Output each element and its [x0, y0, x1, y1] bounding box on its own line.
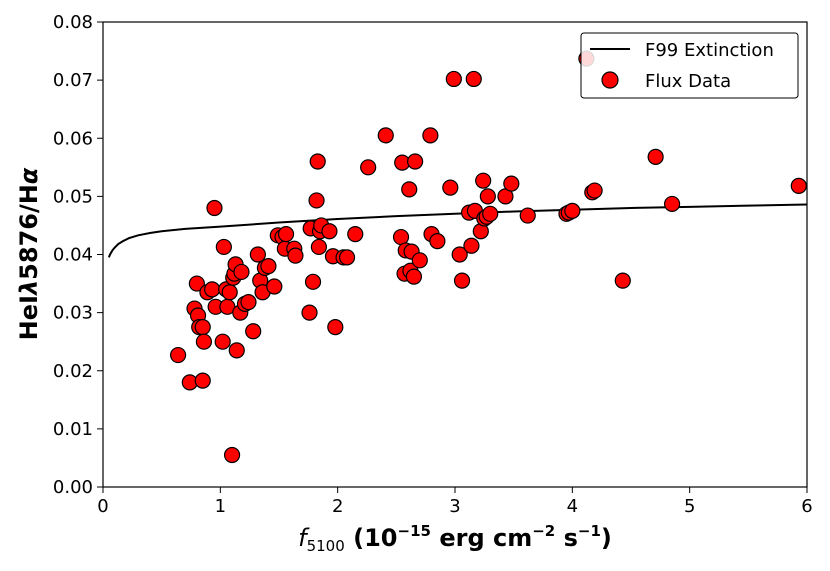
- x-axis-title-text4: ): [601, 524, 612, 552]
- x-tick-label: 5: [684, 496, 695, 517]
- data-point: [309, 153, 326, 170]
- x-axis-ticks: 0 1 2 3 4 5 6: [97, 487, 813, 517]
- data-point: [790, 177, 807, 195]
- y-tick-label: 0.03: [53, 303, 93, 324]
- data-point: [188, 275, 205, 292]
- data-point: [377, 127, 394, 144]
- y-axis-title-part-b: 5876/H: [15, 184, 43, 280]
- plot-area: [107, 50, 807, 464]
- data-point: [214, 333, 231, 350]
- data-point: [392, 228, 410, 246]
- data-point: [249, 246, 266, 263]
- data-point: [215, 238, 232, 256]
- data-point: [564, 202, 581, 220]
- y-tick-label: 0.00: [53, 477, 93, 498]
- data-point: [308, 192, 325, 209]
- x-tick-label: 0: [97, 496, 108, 517]
- y-axis-title: HeIλ5876/Hα: [15, 167, 43, 340]
- legend-label-flux-data: Flux Data: [645, 71, 731, 92]
- data-point: [445, 70, 462, 88]
- data-point: [451, 246, 468, 263]
- x-axis-title-text2: erg cm: [431, 524, 532, 552]
- x-axis-title-sup3: −1: [578, 522, 601, 540]
- y-tick-label: 0.04: [53, 245, 93, 266]
- data-point: [221, 284, 238, 301]
- x-axis-title: f5100 (10−15 erg cm−2 s−1): [298, 522, 612, 555]
- data-point: [360, 159, 377, 176]
- data-point: [194, 319, 211, 336]
- x-tick-label: 2: [332, 496, 343, 517]
- y-axis-ticks: 0.00 0.01 0.02 0.03 0.04 0.05 0.06 0.07 0.08: [53, 12, 103, 498]
- data-point: [405, 268, 423, 285]
- data-point: [204, 281, 221, 298]
- data-point: [338, 249, 356, 266]
- data-point: [614, 272, 631, 289]
- legend: F99 Extinction Flux Data: [580, 32, 799, 99]
- y-axis-title-part-a: HeI: [15, 295, 43, 340]
- data-point: [310, 238, 327, 256]
- y-axis-title-alpha: α: [15, 167, 43, 184]
- x-axis-title-text1: (10: [345, 524, 398, 552]
- x-tick-label: 1: [215, 496, 226, 517]
- x-tick-label: 4: [567, 496, 578, 517]
- data-point: [287, 247, 304, 264]
- y-tick-label: 0.01: [53, 419, 93, 440]
- data-point: [260, 258, 277, 275]
- x-axis-title-sup1: −15: [398, 522, 431, 540]
- y-axis-title-lambda: λ: [15, 280, 43, 297]
- data-point: [304, 273, 322, 290]
- data-point: [422, 127, 439, 144]
- data-point: [453, 272, 471, 289]
- x-axis-title-sup2: −2: [532, 522, 555, 540]
- data-point: [206, 199, 223, 217]
- data-point: [277, 226, 295, 243]
- y-tick-label: 0.05: [53, 186, 93, 207]
- data-point: [266, 278, 283, 295]
- x-axis-title-subscript: 5100: [307, 537, 345, 555]
- legend-box: [580, 32, 799, 99]
- data-point: [463, 237, 480, 254]
- data-point: [169, 346, 187, 364]
- y-tick-label: 0.02: [53, 361, 93, 382]
- data-point: [401, 181, 418, 198]
- data-point: [475, 172, 492, 189]
- data-point: [411, 252, 428, 269]
- data-point: [479, 188, 496, 205]
- plot-frame: [102, 21, 808, 488]
- data-point: [233, 263, 250, 281]
- data-point: [321, 223, 338, 240]
- legend-label-f99-extinction: F99 Extinction: [645, 40, 774, 61]
- data-point: [442, 179, 459, 196]
- data-point: [519, 207, 536, 224]
- data-point: [327, 319, 344, 336]
- data-point: [223, 446, 241, 464]
- data-point: [194, 372, 211, 389]
- data-point: [228, 342, 245, 359]
- x-axis-title-text3: s: [555, 524, 578, 552]
- legend-marker-swatch: [601, 71, 619, 89]
- flux-data-points: [169, 50, 807, 464]
- data-point: [482, 205, 499, 222]
- y-tick-label: 0.06: [53, 128, 93, 149]
- data-point: [429, 233, 446, 250]
- data-point: [663, 195, 681, 213]
- data-point: [465, 70, 482, 88]
- data-point: [245, 323, 262, 340]
- data-point: [301, 304, 318, 321]
- data-point: [586, 182, 603, 199]
- data-point: [647, 148, 664, 165]
- data-point: [195, 333, 213, 350]
- data-point: [407, 153, 424, 170]
- y-tick-label: 0.07: [53, 70, 93, 91]
- y-tick-label: 0.08: [53, 12, 93, 33]
- x-tick-label: 3: [449, 496, 460, 517]
- data-point: [347, 226, 364, 243]
- data-point: [503, 175, 520, 192]
- x-tick-label: 6: [801, 496, 812, 517]
- data-point: [240, 294, 257, 311]
- f99-extinction-line: [107, 203, 807, 258]
